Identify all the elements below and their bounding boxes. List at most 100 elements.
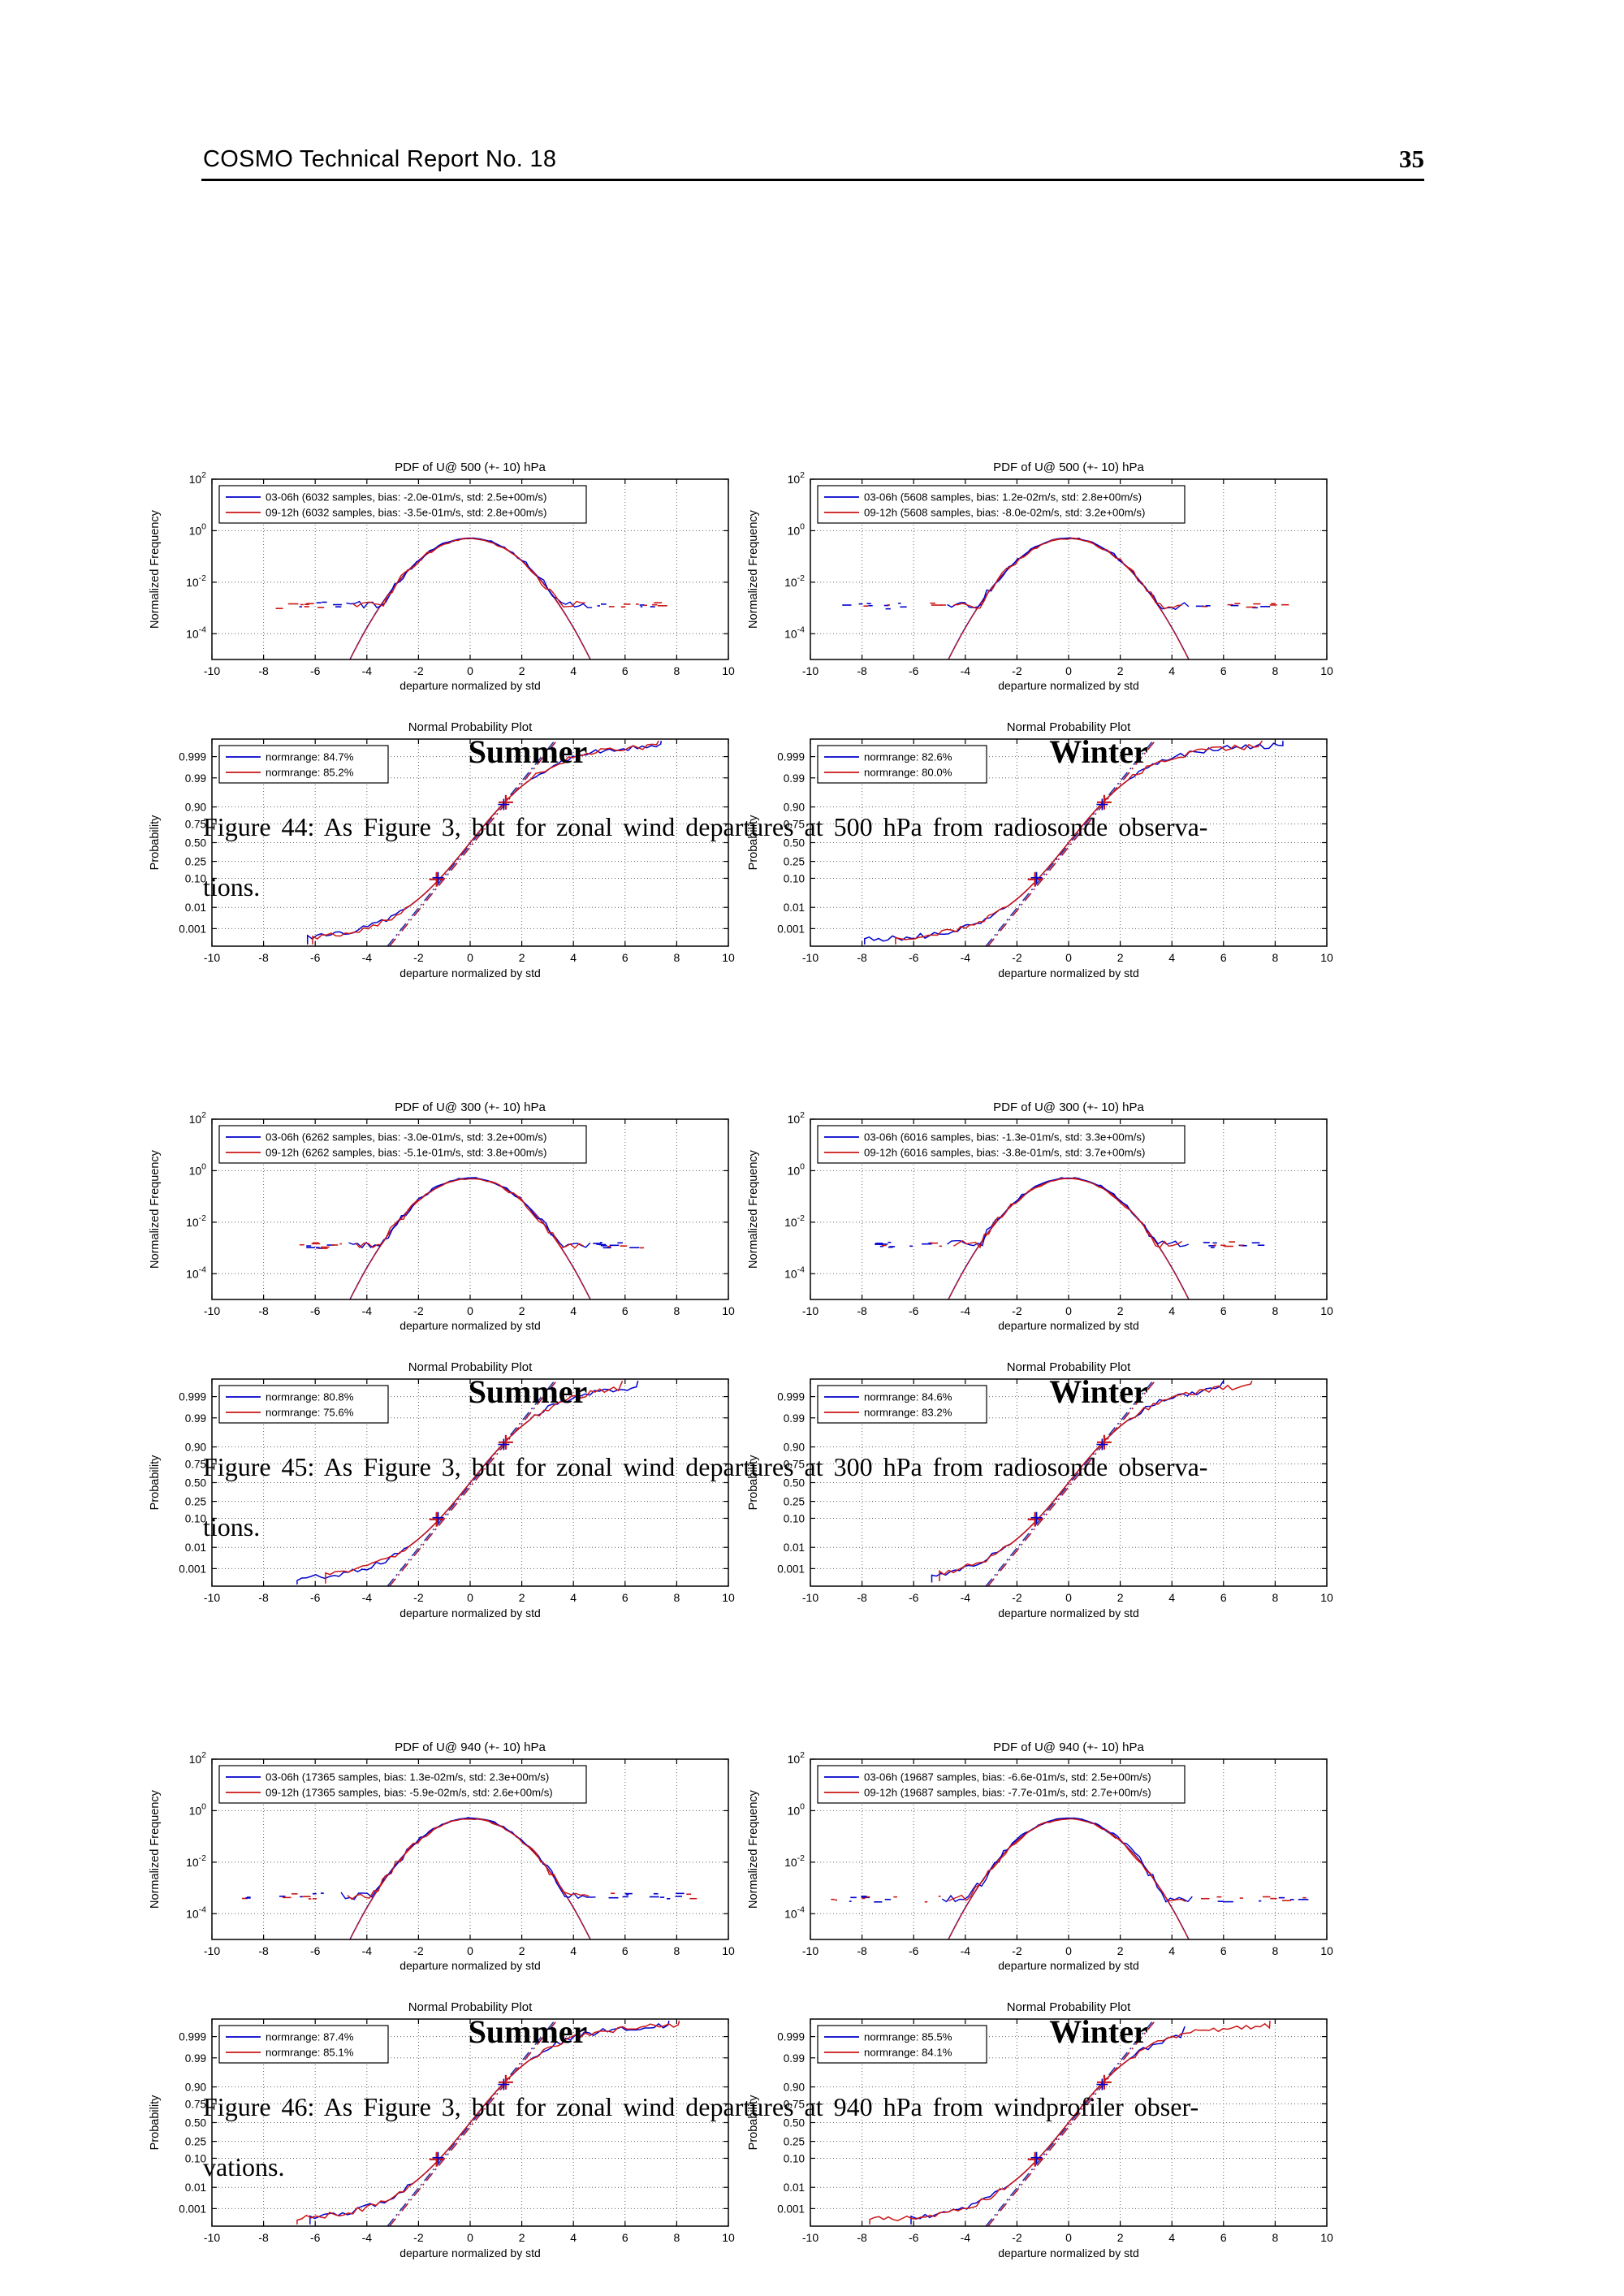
x-tick-label: 4 [570, 2231, 577, 2244]
x-tick-label: 4 [570, 951, 577, 964]
x-axis-label: departure normalized by std [998, 1606, 1139, 1619]
y-tick-label: 0.75 [185, 818, 206, 830]
y-tick-label: 10-2 [784, 1213, 805, 1229]
x-tick-label: -10 [802, 951, 818, 964]
gridlines [212, 739, 728, 946]
y-tick-label: 102 [189, 1110, 207, 1126]
x-tick-label: 6 [1220, 664, 1227, 677]
y-tick-label: 102 [189, 470, 207, 486]
x-tick-label: 2 [519, 1944, 525, 1957]
pdf-legend: 03-06h (6262 samples, bias: -3.0e-01m/s,… [218, 1125, 587, 1164]
pdf-plot: 03-06h (17365 samples, bias: 1.3e-02m/s,… [149, 1740, 735, 1972]
figure-caption-line2: tions. [203, 872, 261, 902]
x-tick-label: 4 [570, 1591, 577, 1604]
tick-marks [810, 1379, 1328, 1586]
npp-curves [931, 1379, 1253, 1586]
legend-entry: 09-12h (19687 samples, bias: -7.7e-01m/s… [864, 1787, 1151, 1799]
y-tick-label: 0.10 [784, 1512, 805, 1524]
pdf-plot: 03-06h (5608 samples, bias: 1.2e-02m/s, … [747, 460, 1333, 692]
y-tick-label: 0.10 [784, 2152, 805, 2164]
x-tick-label: -8 [258, 664, 269, 677]
x-tick-label: 0 [467, 664, 473, 677]
x-tick-label: 10 [1320, 1944, 1333, 1957]
legend-entry: 03-06h (6262 samples, bias: -3.0e-01m/s,… [266, 1131, 546, 1144]
legend-entry: 09-12h (17365 samples, bias: -5.9e-02m/s… [266, 1787, 553, 1799]
x-tick-label: -10 [802, 1591, 818, 1604]
y-tick-label: 10-2 [186, 573, 206, 589]
y-tick-label: 0.999 [777, 2031, 805, 2043]
y-tick-label: 0.001 [179, 923, 206, 935]
x-tick-label: 2 [1117, 951, 1124, 964]
x-tick-label: 0 [1065, 2231, 1072, 2244]
pdf-plot-container: 03-06h (6032 samples, bias: -2.0e-01m/s,… [142, 455, 739, 698]
y-tick-label: 0.001 [777, 923, 805, 935]
gridlines [810, 2019, 1327, 2226]
x-tick-label: -10 [802, 664, 818, 677]
y-axis-label: Probability [149, 1455, 162, 1510]
pdf-legend: 03-06h (5608 samples, bias: 1.2e-02m/s, … [817, 485, 1186, 524]
normal-probability-plot: normrange: 82.6% normrange: 80.0% Normal P… [747, 720, 1333, 979]
legend-entry: 03-06h (17365 samples, bias: 1.3e-02m/s,… [266, 1771, 549, 1784]
x-axis-label: departure normalized by std [998, 966, 1139, 979]
x-tick-label: -4 [961, 1591, 971, 1604]
legend-entry: 03-06h (5608 samples, bias: 1.2e-02m/s, … [864, 491, 1142, 504]
x-tick-label: -2 [413, 951, 424, 964]
x-tick-label: -4 [362, 664, 373, 677]
tick-marks [810, 1118, 1328, 1299]
y-tick-label: 0.99 [784, 2052, 805, 2065]
npp-legend: normrange: 84.7% normrange: 85.2% [218, 745, 389, 784]
y-tick-label: 0.50 [185, 1477, 206, 1490]
x-tick-label: -10 [204, 1304, 220, 1317]
y-tick-label: 0.75 [784, 2098, 805, 2110]
x-tick-label: 10 [1320, 1591, 1333, 1604]
x-tick-label: -4 [961, 2231, 971, 2244]
x-tick-label: -8 [857, 2231, 867, 2244]
x-tick-label: 10 [1320, 1304, 1333, 1317]
y-tick-label: 0.25 [185, 2136, 206, 2148]
tick-marks [211, 1758, 729, 1939]
x-tick-label: 8 [674, 2231, 680, 2244]
y-tick-label: 100 [189, 521, 207, 537]
y-tick-label: 0.50 [784, 1477, 805, 1490]
x-axis-label: departure normalized by std [998, 679, 1139, 692]
x-tick-label: -8 [857, 1591, 867, 1604]
y-tick-label: 10-2 [186, 1853, 206, 1869]
x-axis-label: departure normalized by std [998, 2246, 1139, 2259]
y-tick-label: 0.99 [185, 772, 206, 785]
plot-title: Normal Probability Plot [408, 1360, 533, 1374]
y-tick-label: 10-2 [784, 573, 805, 589]
y-tick-label: 0.001 [777, 1563, 805, 1575]
normal-probability-plot: normrange: 85.5% normrange: 84.1% Normal P… [747, 2000, 1333, 2259]
x-tick-label: 6 [622, 1944, 628, 1957]
npp-curves [306, 739, 663, 946]
x-tick-label: 0 [467, 2231, 473, 2244]
x-tick-label: -2 [1012, 951, 1022, 964]
x-tick-label: 2 [1117, 664, 1124, 677]
gridlines [212, 1379, 728, 1586]
x-tick-label: -10 [204, 1591, 220, 1604]
x-tick-label: 6 [1220, 1591, 1227, 1604]
x-tick-label: -2 [413, 2231, 424, 2244]
x-tick-label: 6 [622, 951, 628, 964]
x-tick-label: 2 [1117, 1591, 1124, 1604]
y-tick-label: 10-4 [186, 625, 206, 640]
y-tick-label: 0.25 [784, 2136, 805, 2148]
x-tick-label: 4 [1168, 1944, 1175, 1957]
x-tick-label: -4 [961, 1944, 971, 1957]
y-tick-label: 100 [189, 1801, 207, 1817]
x-tick-label: -2 [413, 1304, 424, 1317]
pdf-curves [299, 1177, 644, 1299]
report-title: COSMO Technical Report No. 18 [203, 146, 557, 172]
x-tick-label: -10 [204, 2231, 220, 2244]
x-tick-label: -10 [204, 664, 220, 677]
x-tick-label: 8 [1272, 2231, 1279, 2244]
pdf-curves [275, 537, 667, 659]
x-tick-label: -6 [310, 1591, 321, 1604]
season-label-winter: Winter [1049, 1373, 1148, 1410]
npp-legend: normrange: 85.5% normrange: 84.1% [817, 2025, 987, 2064]
x-tick-label: -10 [802, 1944, 818, 1957]
figure-block: 03-06h (6032 samples, bias: -2.0e-01m/s,… [142, 455, 1490, 1040]
legend-entry: normrange: 82.6% [864, 751, 952, 763]
x-tick-label: 8 [674, 951, 680, 964]
x-tick-label: -2 [413, 664, 424, 677]
